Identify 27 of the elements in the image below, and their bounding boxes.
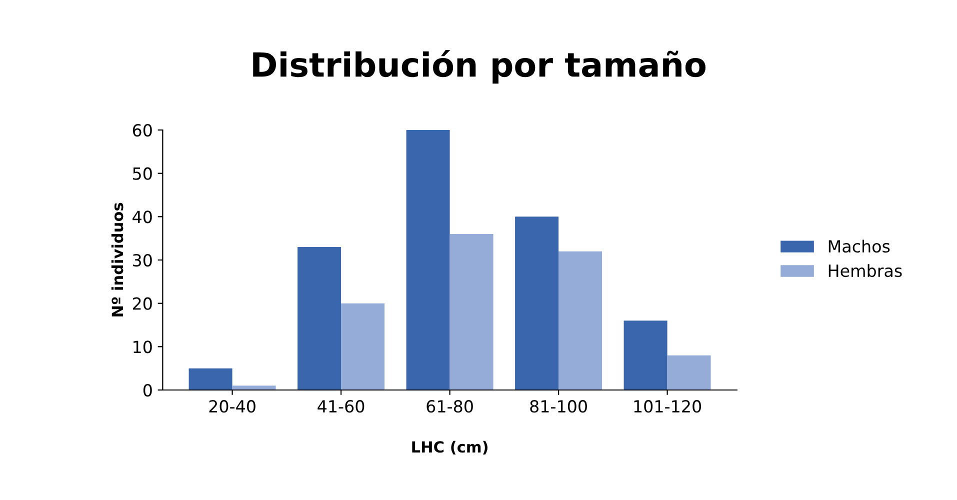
- bar: [341, 303, 385, 390]
- y-tick-label: 60: [132, 124, 152, 137]
- x-tick-label: 101-120: [634, 400, 701, 413]
- y-tick-label: 20: [132, 297, 152, 310]
- x-axis-title: LHC (cm): [412, 440, 488, 454]
- bar: [232, 386, 276, 390]
- x-tick-label: 81-100: [530, 400, 587, 413]
- chart-title: Distribución por tamaño: [253, 50, 706, 84]
- legend-label: Hembras: [828, 264, 902, 278]
- y-tick-label: 10: [134, 340, 152, 354]
- y-tick-label: 50: [133, 167, 152, 180]
- bar: [188, 368, 232, 390]
- y-axis-title: Nº individuos: [111, 202, 124, 316]
- bar: [406, 130, 450, 390]
- x-tick-label: 20-40: [209, 400, 256, 413]
- bar: [558, 251, 602, 390]
- bar: [450, 234, 494, 390]
- y-tick-label: 0: [143, 384, 152, 397]
- bar: [624, 320, 668, 390]
- x-tick-label: 41-60: [318, 400, 364, 413]
- x-tick-label: 61-80: [426, 400, 473, 413]
- bar: [667, 355, 711, 390]
- bar: [298, 247, 342, 390]
- bar: [515, 216, 559, 390]
- y-tick-label: 30: [133, 254, 152, 267]
- y-tick-label: 40: [132, 210, 152, 224]
- legend-label: Machos: [828, 240, 890, 253]
